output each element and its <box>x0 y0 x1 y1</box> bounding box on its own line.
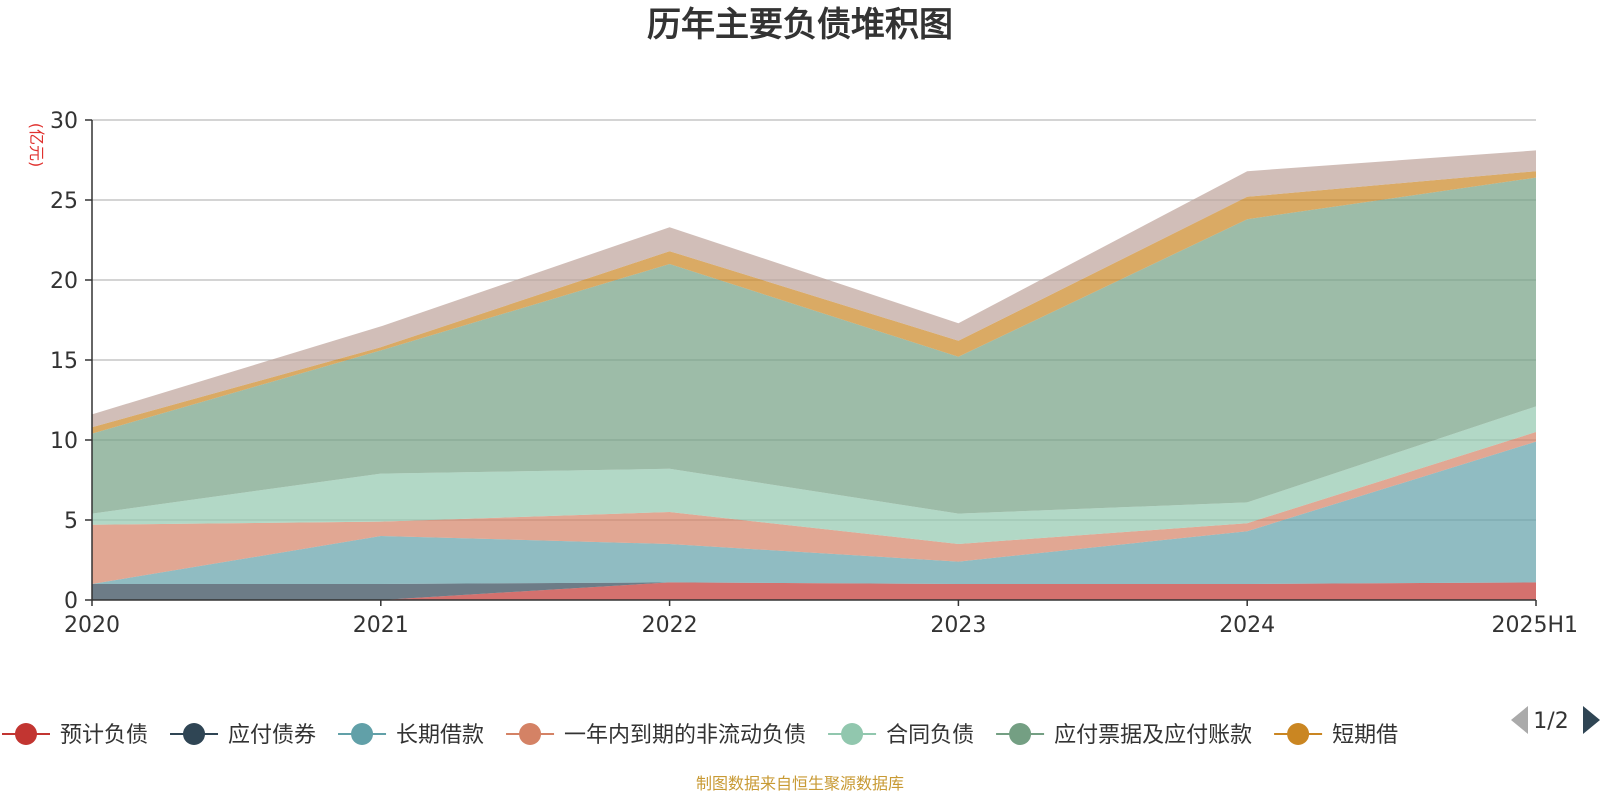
legend-item[interactable]: 长期借款 <box>338 723 484 748</box>
x-tick-label: 2023 <box>930 613 986 638</box>
y-axis-unit: (亿元) <box>27 123 46 168</box>
area-预计负债 <box>92 582 1536 600</box>
legend-label: 预计负债 <box>60 723 148 748</box>
legend-prev-icon[interactable] <box>1511 706 1528 734</box>
legend-marker-icon <box>1287 723 1310 745</box>
x-tick-label: 2024 <box>1219 613 1275 638</box>
legend-item[interactable]: 合同负债 <box>828 723 974 748</box>
legend-label: 长期借款 <box>396 723 484 748</box>
y-tick-label: 10 <box>50 429 78 454</box>
legend-label: 一年内到期的非流动负债 <box>564 723 806 748</box>
chart-title: 历年主要负债堆积图 <box>647 5 953 45</box>
legend-next-icon[interactable] <box>1583 706 1600 734</box>
y-tick-label: 0 <box>64 589 78 614</box>
legend-label: 短期借 <box>1332 723 1398 748</box>
area-other <box>92 150 1536 428</box>
legend-marker-icon <box>183 723 206 745</box>
legend-item[interactable]: 预计负债 <box>2 723 148 748</box>
y-tick-label: 25 <box>50 189 78 214</box>
y-tick-label: 15 <box>50 349 78 374</box>
area-合同负债 <box>92 406 1536 544</box>
area-series <box>92 150 1536 600</box>
legend-item[interactable]: 应付票据及应付账款 <box>996 723 1252 748</box>
legend-marker-icon <box>519 723 542 745</box>
data-source-note: 制图数据来自恒生聚源数据库 <box>696 774 904 793</box>
legend-item[interactable]: 应付债券 <box>170 723 316 748</box>
area-长期借款 <box>92 441 1536 584</box>
y-tick-label: 5 <box>64 509 78 534</box>
x-tick-label: 2025H1 <box>1491 613 1578 638</box>
legend-marker-icon <box>1009 723 1032 745</box>
legend-marker-icon <box>841 723 864 745</box>
x-tick-label: 2020 <box>64 613 120 638</box>
area-应付债券 <box>92 582 1536 600</box>
legend-pager: 1/2 <box>1511 706 1600 734</box>
legend-marker-icon <box>15 723 37 745</box>
y-tick-label: 20 <box>50 269 78 294</box>
y-tick-label: 30 <box>50 109 78 134</box>
legend-item[interactable]: 一年内到期的非流动负债 <box>506 723 806 748</box>
legend-label: 合同负债 <box>886 723 974 748</box>
legend-item[interactable]: 短期借 <box>1274 723 1398 748</box>
x-tick-label: 2021 <box>353 613 409 638</box>
legend: 预计负债 应付债券 长期借款 一年内到期的非流动负债 合同负债 应付票据及应付账款 短期借 <box>2 723 1398 748</box>
x-tick-label: 2022 <box>642 613 698 638</box>
axes: 0 5 10 15 20 25 30 2020 2021 2022 2023 2024 2025H1 <box>50 109 1578 638</box>
area-短期借 <box>92 171 1536 434</box>
legend-marker-icon <box>351 723 374 745</box>
legend-label: 应付债券 <box>228 723 316 748</box>
area-应付票据及应付账款 <box>92 177 1536 514</box>
legend-label: 应付票据及应付账款 <box>1054 723 1252 748</box>
legend-page-indicator: 1/2 <box>1533 709 1568 734</box>
